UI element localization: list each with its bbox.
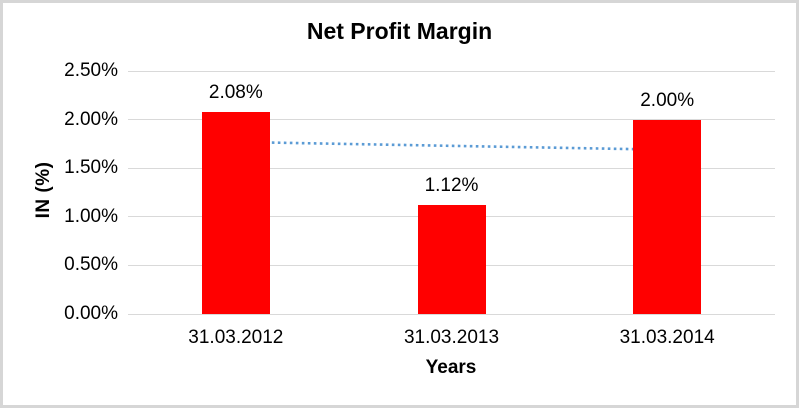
gridline xyxy=(128,70,775,72)
x-tick-label: 31.03.2012 xyxy=(188,327,284,348)
gridline xyxy=(128,313,775,315)
y-tick-label: 0.50% xyxy=(64,254,118,276)
trendline-segment xyxy=(235,140,668,152)
y-tick-label: 2.00% xyxy=(64,108,118,130)
bar xyxy=(633,119,702,314)
data-label: 1.12% xyxy=(424,175,479,197)
chart-title: Net Profit Margin xyxy=(306,18,493,44)
bar xyxy=(417,205,486,314)
data-label: 2.08% xyxy=(208,81,263,103)
y-tick-label: 1.00% xyxy=(64,205,118,227)
gridline xyxy=(128,167,775,169)
x-axis-title: Years xyxy=(425,357,477,378)
gridline xyxy=(128,119,775,121)
bar xyxy=(201,111,270,314)
y-tick-label: 1.50% xyxy=(64,157,118,179)
x-tick-label: 31.03.2013 xyxy=(403,327,500,348)
y-tick-label: 0.00% xyxy=(64,303,118,324)
y-tick-label: 2.50% xyxy=(64,60,118,81)
data-label: 2.00% xyxy=(640,89,695,111)
x-tick-label: 31.03.2014 xyxy=(619,327,715,348)
